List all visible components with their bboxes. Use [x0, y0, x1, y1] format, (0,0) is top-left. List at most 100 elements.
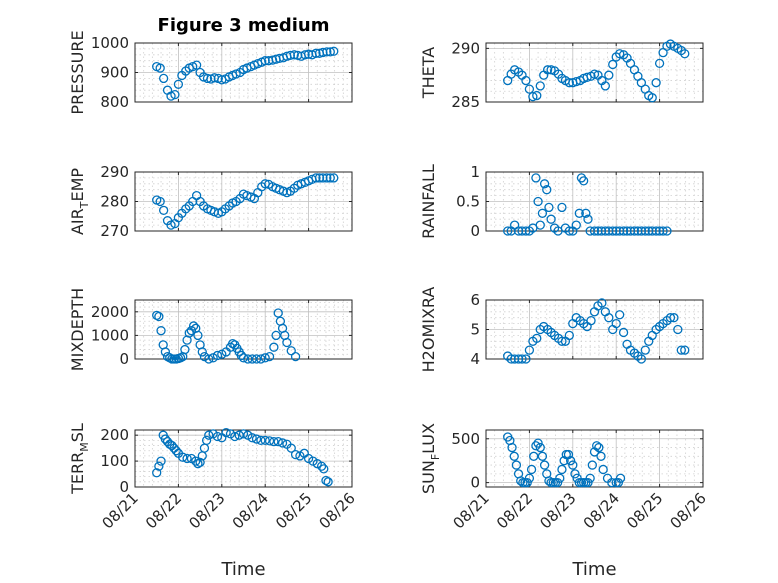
- data-point: [531, 173, 541, 183]
- data-point: [212, 431, 223, 442]
- y-tick-label: 200: [100, 426, 129, 444]
- data-point: [557, 464, 567, 475]
- data-point: [636, 354, 647, 364]
- y-axis-label-part: EMP: [68, 168, 87, 202]
- data-point: [238, 429, 249, 439]
- data-point: [277, 438, 288, 448]
- data-point: [204, 354, 214, 364]
- y-tick-label: 0: [470, 222, 480, 240]
- data-point: [585, 473, 595, 483]
- y-tick-label: 0: [119, 350, 129, 368]
- data-point: [325, 173, 335, 183]
- data-point: [564, 78, 574, 88]
- data-point: [290, 449, 301, 460]
- data-point: [319, 464, 329, 474]
- y-axis-label-part: TERR: [68, 452, 87, 495]
- data-point: [182, 453, 192, 464]
- y-tick-label: 6: [470, 291, 480, 309]
- y-axis-label-part: H2OMIXRA: [419, 287, 438, 373]
- data-point: [535, 81, 545, 91]
- data-point: [565, 456, 576, 466]
- data-point: [325, 47, 335, 57]
- data-point: [555, 473, 565, 483]
- data-point: [535, 442, 545, 453]
- data-point: [188, 61, 198, 72]
- data-point: [563, 449, 574, 460]
- data-point: [170, 89, 180, 100]
- data-point: [583, 477, 593, 488]
- data-point: [571, 76, 581, 87]
- data-point: [271, 330, 281, 341]
- data-point: [316, 461, 327, 471]
- data-point: [658, 226, 668, 236]
- data-point: [193, 459, 203, 469]
- data-point: [582, 72, 592, 82]
- data-point: [522, 477, 532, 488]
- data-point: [193, 330, 203, 341]
- data-point: [532, 333, 542, 344]
- data-point: [264, 351, 275, 362]
- subplot-rainfall: 0 0.5 1 RAINFALL: [419, 163, 704, 240]
- data-point: [537, 208, 548, 218]
- data-point: [533, 196, 543, 207]
- data-point: [247, 354, 257, 364]
- data-point: [618, 327, 629, 338]
- data-point: [524, 84, 535, 94]
- data-point: [188, 321, 199, 331]
- x-axis-label: Time: [220, 559, 265, 580]
- y-axis-label-part: LUX: [419, 423, 438, 454]
- data-point: [180, 344, 190, 355]
- data-point: [503, 226, 513, 236]
- data-point: [564, 226, 574, 236]
- data-point: [615, 49, 625, 59]
- data-point: [535, 220, 545, 230]
- data-point: [173, 79, 184, 89]
- data-point: [592, 441, 602, 451]
- data-point: [158, 73, 169, 84]
- y-tick-label: 0: [470, 474, 480, 492]
- x-axis-label: Time: [571, 559, 616, 580]
- y-axis-label-part: MIXDEPTH: [68, 288, 87, 371]
- data-point: [665, 313, 676, 323]
- data-point: [260, 353, 270, 363]
- y-tick-label: 290: [100, 163, 129, 181]
- data-point: [251, 434, 262, 444]
- data-point: [230, 431, 240, 442]
- data-point: [598, 464, 608, 475]
- data-point: [576, 173, 587, 183]
- data-point: [507, 442, 517, 453]
- data-point: [552, 477, 563, 488]
- data-point: [158, 205, 169, 216]
- chart-title: Figure 3 medium: [158, 15, 330, 36]
- data-point: [607, 477, 617, 488]
- data-point: [256, 354, 266, 364]
- data-point: [640, 345, 650, 355]
- data-point: [559, 456, 569, 466]
- y-axis-label: PRESSURE: [68, 30, 87, 114]
- data-point: [269, 437, 279, 447]
- data-point: [618, 226, 629, 236]
- data-point: [322, 173, 332, 183]
- y-tick-label: 500: [451, 430, 480, 448]
- data-point: [282, 337, 292, 348]
- data-point: [570, 469, 580, 479]
- data-point: [596, 451, 606, 461]
- data-point: [539, 460, 550, 470]
- data-point: [531, 441, 541, 451]
- data-point: [611, 318, 621, 329]
- data-point: [256, 435, 266, 446]
- data-point: [571, 220, 581, 230]
- data-point: [524, 345, 535, 355]
- data-point: [546, 214, 556, 224]
- data-point: [581, 208, 591, 218]
- data-point: [191, 60, 202, 70]
- data-point: [160, 347, 171, 357]
- y-axis-label: SUNFLUX: [419, 423, 442, 494]
- data-point: [544, 202, 554, 213]
- data-point: [564, 330, 574, 341]
